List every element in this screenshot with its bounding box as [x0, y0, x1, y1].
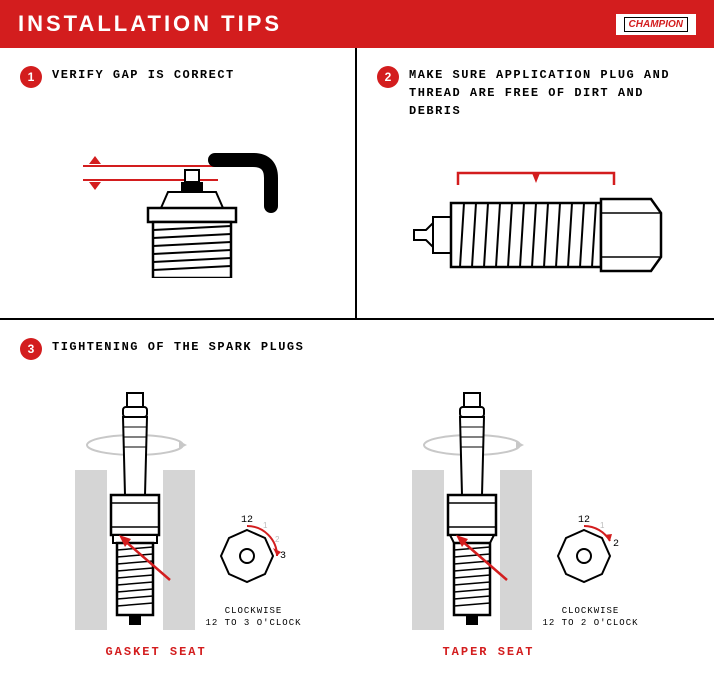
brand-logo: CHAMPION [616, 14, 696, 35]
step-1-text: Verify gap is correct [52, 66, 235, 84]
clock-2-label: 2 [613, 539, 619, 550]
panel-step-1: 1 Verify gap is correct [0, 48, 357, 318]
clock-taper: 12 2 1 CLOCKWISE 12 TO 2 O'CLOCK [542, 512, 638, 630]
header-bar: INSTALLATION TIPS CHAMPION [0, 0, 714, 48]
logo-text: CHAMPION [624, 17, 688, 32]
step-3-badge: 3 [20, 338, 42, 360]
clock-gasket: 12 3 1 2 CLOCKWISE 12 TO 3 O'CLOCK [205, 512, 301, 630]
header-title: INSTALLATION TIPS [18, 11, 282, 37]
gasket-seat-label: GASKET SEAT [105, 645, 206, 659]
step-2-header: 2 Make sure application plug and thread … [377, 66, 694, 120]
svg-text:1: 1 [263, 521, 268, 530]
spark-plug-taper-icon [412, 385, 532, 630]
panel-step-2: 2 Make sure application plug and thread … [357, 48, 714, 318]
clock-12-label: 12 [241, 515, 253, 526]
step-1-header: 1 Verify gap is correct [20, 66, 335, 88]
taper-seat-group: 12 2 1 CLOCKWISE 12 TO 2 O'CLOCK [412, 385, 638, 659]
spark-plug-gasket-icon [75, 385, 195, 630]
taper-seat-label: TAPER SEAT [442, 645, 534, 659]
step-1-badge: 1 [20, 66, 42, 88]
svg-text:2: 2 [275, 535, 280, 544]
diagram-2-thread [377, 140, 694, 310]
panel-step-3: 3 Tightening of the spark plugs [0, 320, 714, 677]
step-2-badge: 2 [377, 66, 399, 88]
step-3-header: 3 Tightening of the spark plugs [20, 338, 694, 360]
tightening-diagrams: 12 3 1 2 CLOCKWISE 12 TO 3 O'CLOCK [20, 385, 694, 659]
svg-text:1: 1 [600, 521, 605, 530]
clock-text-gasket: CLOCKWISE 12 TO 3 O'CLOCK [205, 605, 301, 630]
top-row: 1 Verify gap is correct [0, 48, 714, 320]
clock-dial-gasket-icon: 12 3 1 2 [205, 512, 290, 597]
step-3-text: Tightening of the spark plugs [52, 338, 304, 356]
step-2-text: Make sure application plug and thread ar… [409, 66, 694, 120]
diagram-1-gap [20, 108, 335, 278]
gasket-seat-group: 12 3 1 2 CLOCKWISE 12 TO 3 O'CLOCK [75, 385, 301, 659]
clock-text-taper: CLOCKWISE 12 TO 2 O'CLOCK [542, 605, 638, 630]
clock-dial-taper-icon: 12 2 1 [542, 512, 627, 597]
clock-3-label: 3 [280, 551, 286, 562]
clock-12-label: 12 [578, 515, 590, 526]
